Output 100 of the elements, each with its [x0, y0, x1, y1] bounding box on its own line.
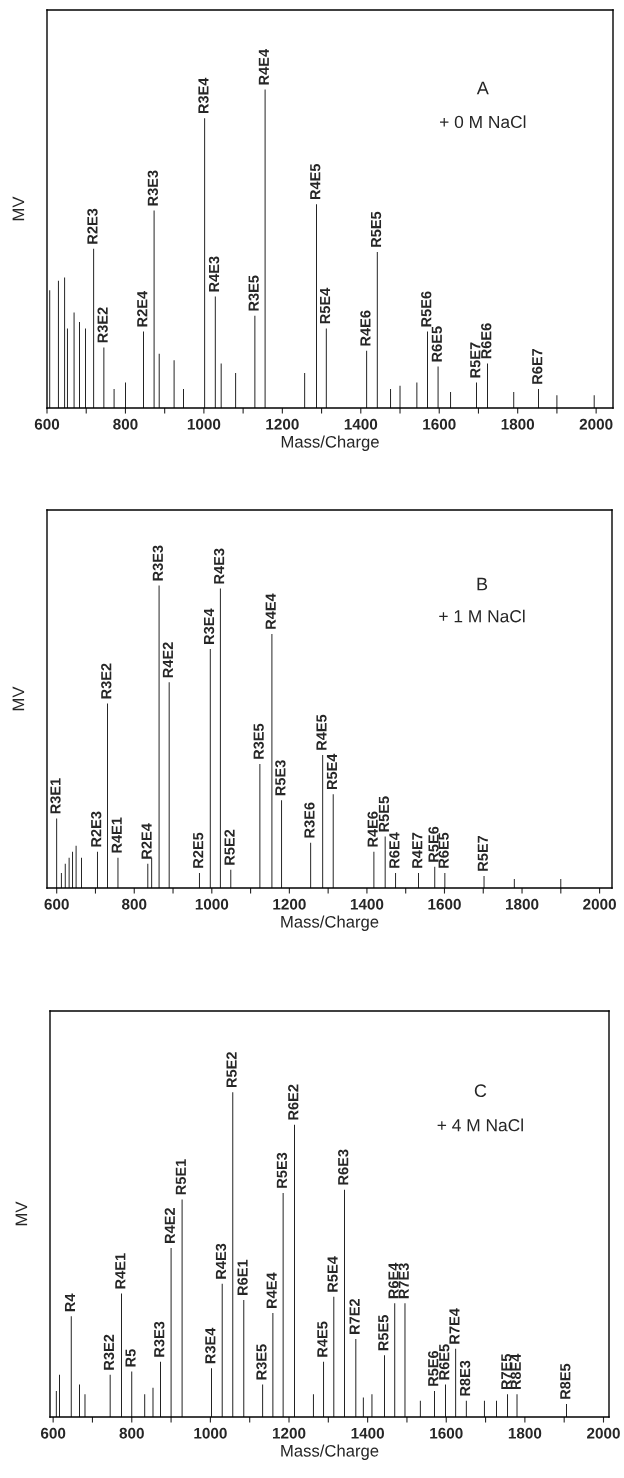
annotation: R3E5: [248, 275, 259, 311]
annotation: R6E5: [439, 1344, 450, 1380]
annotation: R5E2: [224, 829, 235, 865]
annotation: R3E2: [97, 307, 108, 343]
annotation: R8E5: [560, 1363, 571, 1399]
annotation: R5E3: [275, 760, 286, 796]
x-tick-label: 1600: [430, 1427, 463, 1439]
annotation: R5E6: [421, 291, 432, 327]
annotation: R3E5: [253, 723, 264, 759]
annotation: R2E3: [87, 208, 98, 244]
annotation: R3E4: [205, 1327, 216, 1364]
x-axis-title: Mass/Charge: [281, 1444, 379, 1460]
x-tick-label: 1800: [508, 1427, 542, 1439]
y-axis-title: MV: [12, 686, 25, 711]
annotation: R5E5: [371, 211, 382, 247]
annotation: R4E1: [115, 1253, 126, 1289]
x-tick-label: 600: [34, 418, 60, 430]
annotation: R5E6: [428, 1350, 439, 1386]
annotation: R5E1: [175, 1159, 186, 1195]
x-tick-label: 1000: [187, 418, 221, 430]
x-tick-label: 2000: [587, 1427, 620, 1439]
annotation: A: [476, 81, 489, 95]
x-tick-label: 1200: [272, 1427, 306, 1439]
annotation: R4E5: [310, 163, 321, 200]
x-tick-label: 2000: [583, 898, 616, 910]
x-tick-label: 1000: [195, 898, 229, 910]
x-tick-label: 1800: [506, 898, 539, 910]
annotation: R2E3: [91, 811, 102, 847]
annotation: R3E2: [103, 1334, 115, 1370]
annotation: R5E5: [378, 796, 390, 832]
annotation: R8E3: [459, 1360, 471, 1396]
annotation: R3E4: [203, 608, 215, 644]
annotation: R6E1: [237, 1259, 248, 1295]
x-axis-title: Mass/Charge: [281, 915, 379, 931]
annotation: R5E5: [378, 1315, 389, 1351]
x-tick-label: 1600: [423, 418, 456, 430]
annotation: R3E3: [154, 1321, 165, 1357]
annotation: R6E6: [481, 323, 492, 359]
annotation: R2E4: [141, 823, 152, 859]
annotation: + 4 M NaCl: [437, 1118, 523, 1132]
annotation: R8E4: [510, 1353, 521, 1390]
annotation: + 0 M NaCl: [440, 115, 526, 129]
x-tick-label: 1200: [266, 418, 299, 430]
annotation: R4E4: [258, 49, 269, 85]
annotation: R4E3: [215, 1243, 227, 1279]
annotation: R4E5: [317, 1321, 328, 1357]
annotation: R4E5: [316, 714, 327, 750]
x-tick-label: 600: [40, 1427, 66, 1439]
annotation: R3E5: [256, 1344, 267, 1380]
annotation: R4E4: [266, 1272, 277, 1308]
annotation: R3E3: [147, 170, 159, 206]
x-tick-label: 1000: [194, 1427, 227, 1439]
annotation: R4E7: [412, 832, 423, 868]
annotation: R3E6: [304, 802, 315, 838]
annotation: R4E6: [367, 811, 378, 847]
annotation: R3E3: [152, 545, 163, 581]
annotation: R4E3: [208, 256, 220, 292]
annotation: R5E7: [477, 835, 488, 871]
annotation: R4: [64, 1293, 75, 1312]
annotation: R3E1: [50, 778, 61, 814]
x-tick-label: 800: [113, 418, 138, 430]
x-tick-label: 1200: [273, 898, 306, 910]
x-tick-label: 800: [119, 1427, 144, 1439]
x-tick-label: 1800: [501, 418, 535, 430]
annotation: R7E5: [501, 1354, 512, 1390]
x-tick-label: 1400: [350, 898, 384, 910]
annotation: C: [474, 1084, 487, 1098]
x-tick-label: 1600: [428, 898, 461, 910]
annotation: R6E7: [532, 348, 543, 384]
annotation: R4E3: [213, 548, 225, 584]
x-tick-label: 600: [44, 898, 69, 910]
annotation: R5E7: [470, 342, 481, 378]
annotation: R7E3: [398, 1263, 409, 1299]
x-tick-label: 1400: [351, 1427, 384, 1439]
annotation: R4E4: [265, 593, 276, 629]
annotation: R4E2: [164, 1208, 175, 1243]
annotation: R5E4: [320, 287, 331, 324]
annotation: + 1 M NaCl: [439, 609, 525, 623]
annotation: R3E4: [198, 77, 209, 114]
annotation: R6E4: [388, 1262, 399, 1299]
y-axis-title: MV: [15, 1201, 28, 1226]
annotation: R5E6: [428, 826, 439, 862]
annotation: R4E2: [162, 642, 173, 678]
annotation: R6E2: [288, 1084, 299, 1120]
annotation: R6E5: [431, 326, 442, 362]
annotation: R5E4: [327, 1256, 338, 1292]
x-axis-title: Mass/Charge: [281, 435, 379, 451]
annotation: R5E3: [276, 1152, 288, 1188]
annotation: R2E4: [137, 291, 148, 327]
annotation: R6E4: [389, 832, 400, 868]
annotation: R7E2: [349, 1298, 360, 1334]
annotation: R7E4: [449, 1308, 460, 1344]
x-tick-label: 1400: [344, 418, 378, 430]
y-axis-title: MV: [12, 196, 25, 221]
annotation: R2E5: [192, 832, 204, 868]
x-tick-label: 800: [121, 898, 147, 910]
annotation: R6E3: [338, 1149, 349, 1185]
annotation: R3E2: [101, 663, 112, 699]
annotation: B: [477, 577, 488, 591]
annotation: R4E1: [111, 817, 122, 853]
